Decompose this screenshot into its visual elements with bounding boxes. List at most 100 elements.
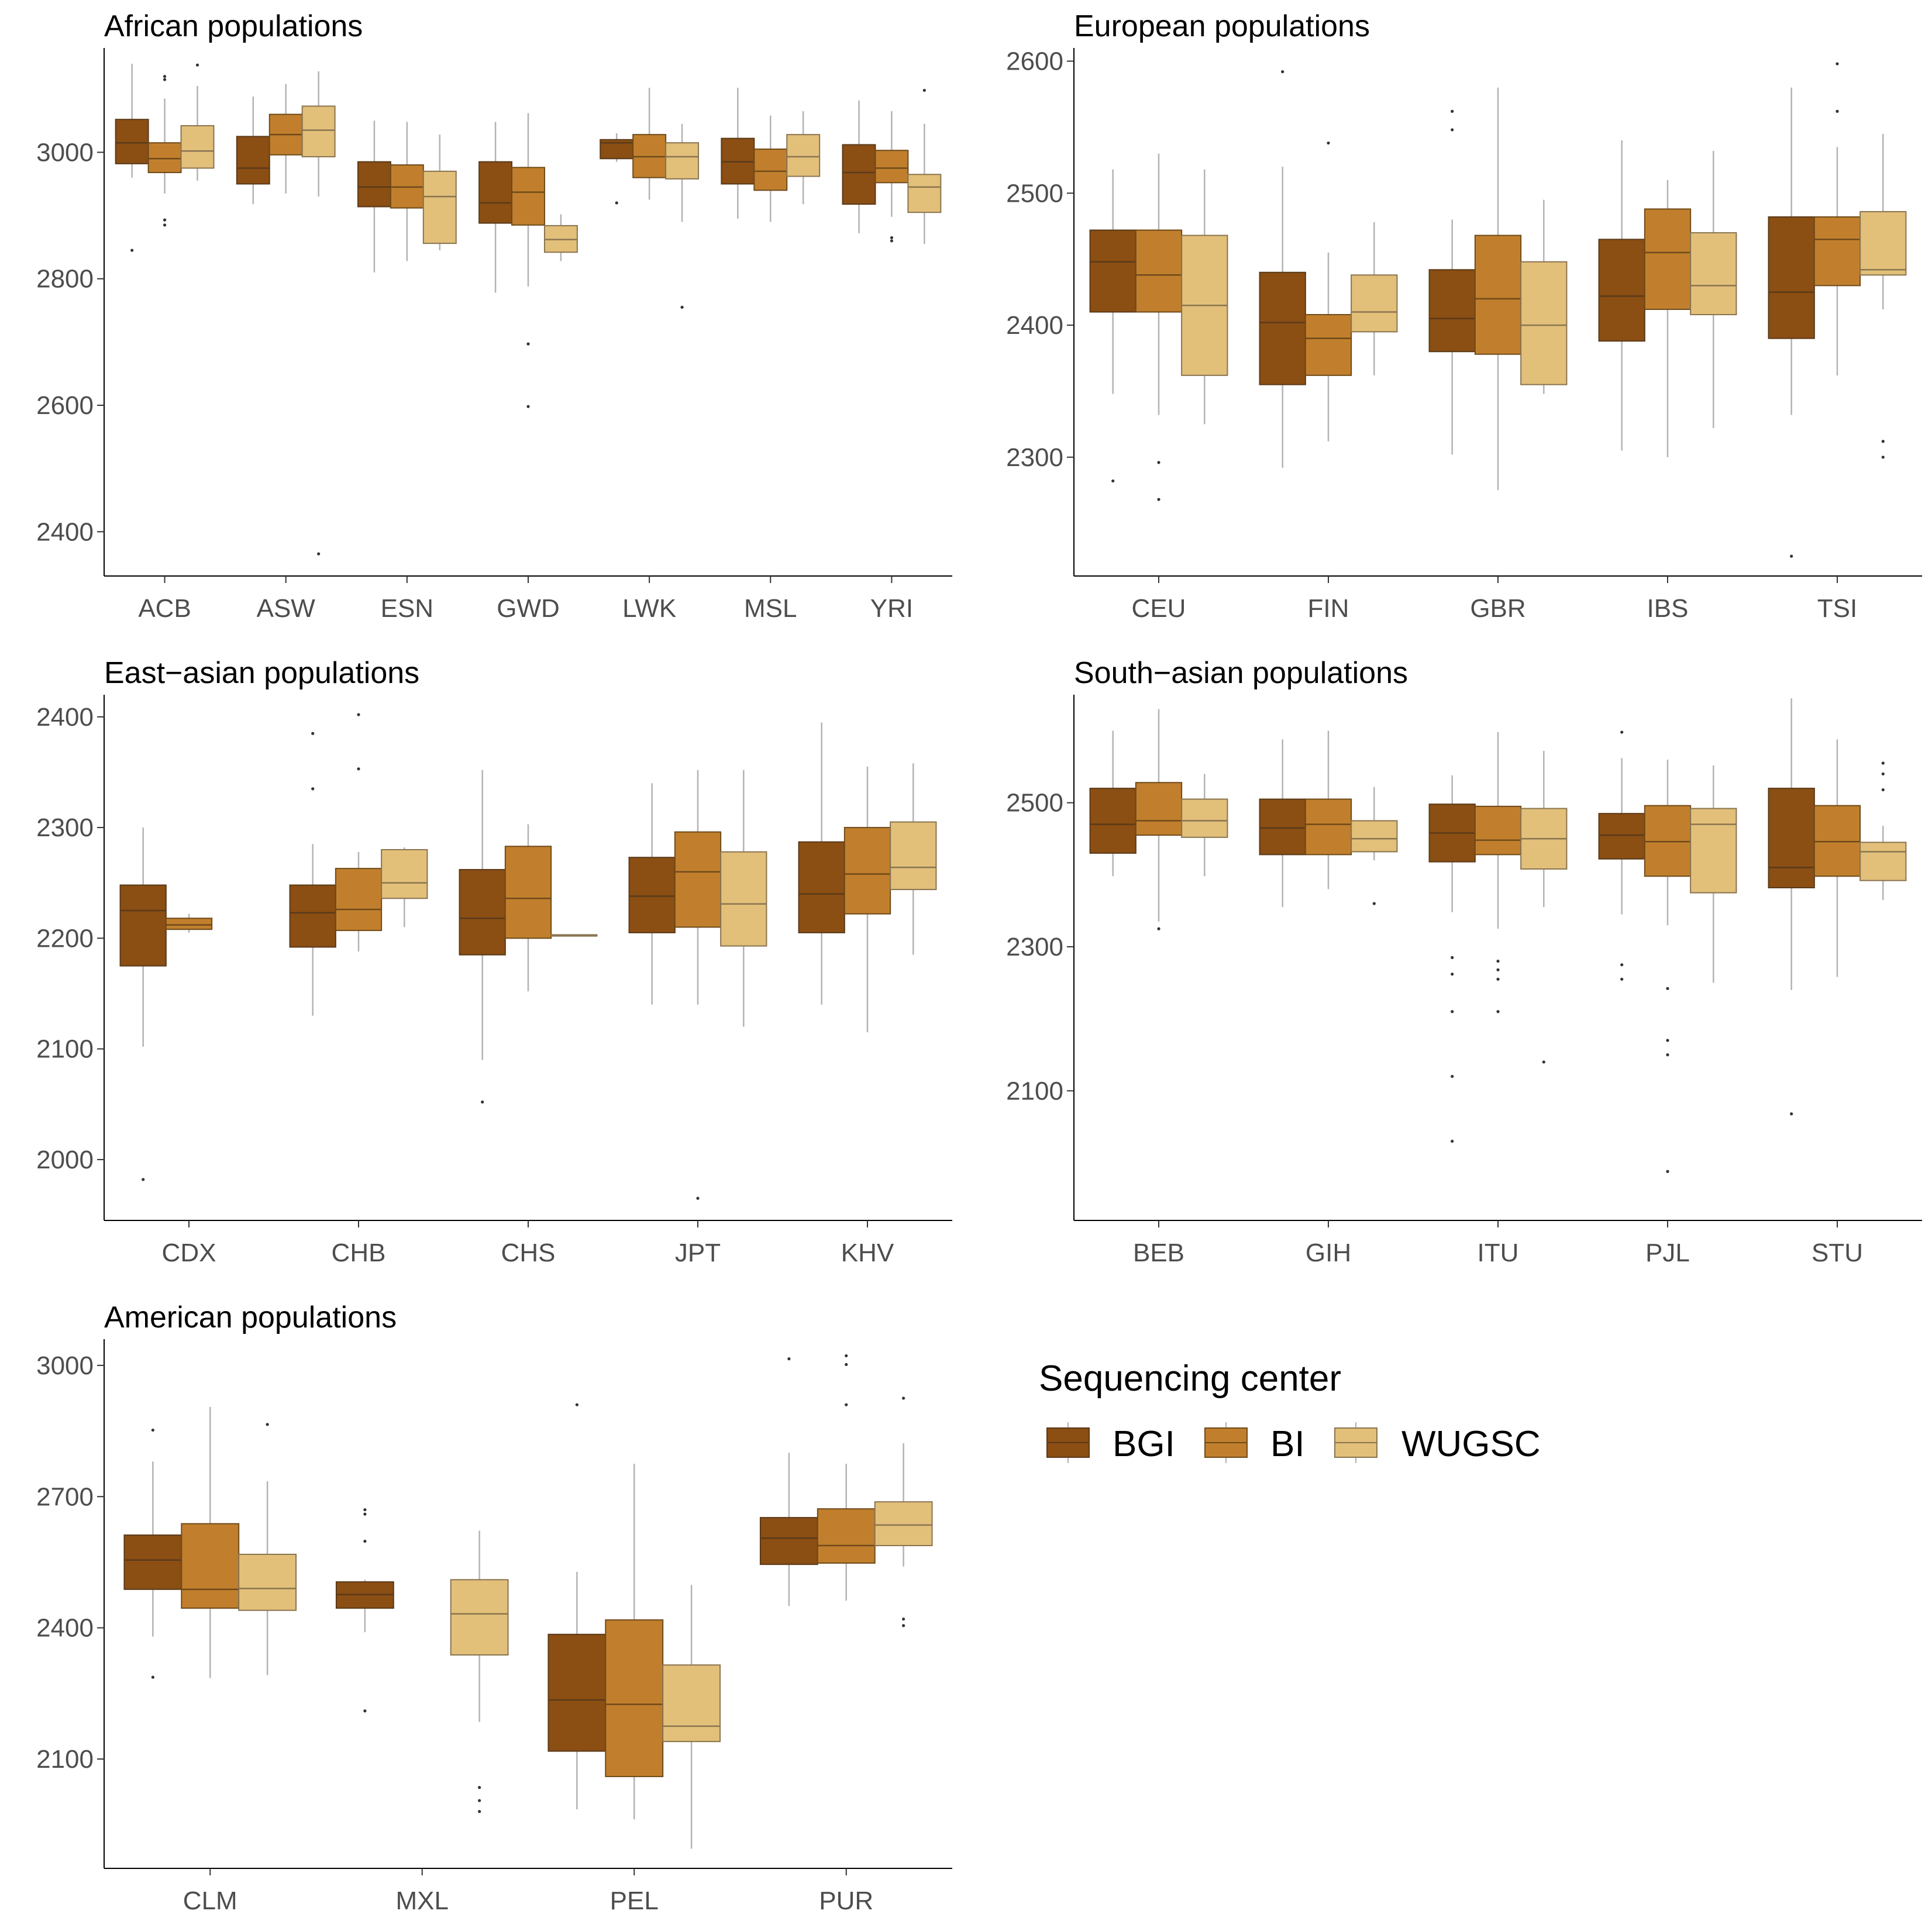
- panel-african: African populations 2400 2600 2800 3000 ACB A…: [36, 9, 952, 623]
- iqr-beb-bi: [1135, 782, 1183, 836]
- iqr-pjl-wugsc: [1690, 808, 1737, 894]
- box-tsi-wugsc: [1859, 133, 1907, 459]
- iqr-beb-bgi: [1089, 788, 1137, 854]
- iqr-gbr-bgi: [1428, 269, 1476, 353]
- outlier-fin-bi: [1327, 141, 1330, 145]
- box-ibs-bi: [1644, 180, 1692, 457]
- box-khv-bi: [843, 767, 891, 1033]
- iqr-tsi-wugsc: [1859, 211, 1907, 276]
- legend-label-bgi: BGI: [1113, 1424, 1175, 1464]
- iqr-stu-bgi: [1768, 788, 1815, 889]
- iqr-tsi-bgi: [1768, 216, 1815, 339]
- x-tick-label-stu: STU: [1812, 1239, 1863, 1267]
- box-asw-wugsc: [301, 71, 336, 556]
- outlier-yri-bi: [890, 236, 894, 240]
- outlier-clm-wugsc: [266, 1423, 269, 1426]
- x-tick-label-itu: ITU: [1478, 1239, 1519, 1267]
- iqr-fin-wugsc: [1351, 274, 1398, 333]
- box-mxl-wugsc: [450, 1530, 509, 1813]
- box-acb-bgi: [115, 64, 149, 252]
- iqr-fin-bgi: [1259, 271, 1306, 385]
- legend-item-bgi: BGI: [1046, 1422, 1175, 1464]
- outlier-gbr-bgi: [1451, 109, 1454, 113]
- box-itu-bgi: [1428, 775, 1476, 1143]
- iqr-chs-bi: [504, 846, 552, 939]
- iqr-tsi-bi: [1813, 216, 1861, 287]
- y-tick-label: 2500: [1006, 179, 1063, 208]
- panel-east-asian: East−asian populations 20002100220023002…: [36, 656, 952, 1267]
- outlier-chb-bgi: [311, 732, 315, 735]
- box-pjl-bgi: [1598, 730, 1645, 981]
- box-yri-wugsc: [907, 88, 942, 244]
- box-gih-bgi: [1259, 739, 1306, 908]
- outlier-gwd-bi: [526, 342, 530, 346]
- outlier-ceu-bgi: [1111, 479, 1115, 483]
- plot-american: 2100 2400 2700 3000 CLM MXL PEL PUR: [36, 1339, 952, 1915]
- box-itu-bi: [1474, 732, 1522, 1013]
- outlier-mxl-wugsc: [478, 1786, 481, 1789]
- y-tick-label: 2300: [36, 813, 94, 842]
- box-gwd-bi: [511, 113, 545, 408]
- box-gwd-bgi: [478, 122, 513, 293]
- iqr-asw-bgi: [236, 136, 270, 185]
- box-gbr-bgi: [1428, 109, 1476, 455]
- iqr-acb-bi: [147, 142, 182, 174]
- x-tick-label-chb: CHB: [332, 1239, 386, 1267]
- iqr-yri-bgi: [842, 144, 876, 205]
- outlier-mxl-wugsc: [478, 1810, 481, 1813]
- plot-east-asian: 2000 2100 2200 2300 2400 CDX CHB CHS JPT KHV: [36, 695, 952, 1267]
- legend-label-bi: BI: [1270, 1424, 1305, 1464]
- legend-item-wugsc: WUGSC: [1334, 1422, 1541, 1464]
- outlier-mxl-bgi: [363, 1508, 367, 1512]
- iqr-ibs-bi: [1644, 208, 1692, 310]
- outlier-pjl-bgi: [1620, 730, 1624, 734]
- outlier-itu-bgi: [1451, 956, 1454, 960]
- outlier-mxl-wugsc: [478, 1799, 481, 1802]
- outlier-stu-bgi: [1790, 1112, 1793, 1116]
- box-acb-wugsc: [180, 63, 215, 181]
- outlier-stu-wugsc: [1881, 788, 1885, 792]
- iqr-chs-bgi: [459, 869, 506, 956]
- iqr-ceu-bi: [1135, 229, 1183, 313]
- box-khv-wugsc: [890, 763, 937, 955]
- outlier-itu-bi: [1496, 968, 1500, 972]
- box-esn-wugsc: [422, 134, 457, 251]
- box-lwk-bgi: [600, 133, 634, 205]
- outlier-ceu-bi: [1157, 498, 1160, 501]
- outlier-asw-wugsc: [317, 552, 321, 556]
- outlier-pur-bi: [845, 1403, 848, 1406]
- outlier-acb-bgi: [130, 249, 134, 252]
- outlier-itu-bgi: [1451, 972, 1454, 976]
- y-tick-label: 2000: [36, 1146, 94, 1174]
- plot-african: 2400 2600 2800 3000 ACB ASW ESN GWD LWK MSL YRI: [36, 48, 952, 623]
- outlier-clm-bgi: [151, 1428, 154, 1432]
- box-yri-bi: [874, 111, 909, 243]
- iqr-chb-wugsc: [381, 849, 428, 899]
- outlier-itu-bi: [1496, 960, 1500, 963]
- x-tick-label-jpt: JPT: [675, 1239, 721, 1267]
- outlier-fin-bgi: [1281, 70, 1284, 74]
- box-msl-bgi: [721, 88, 755, 219]
- x-tick-label-ceu: CEU: [1132, 594, 1186, 623]
- iqr-ceu-bgi: [1089, 229, 1137, 313]
- box-pjl-wugsc: [1690, 765, 1737, 983]
- legend-label-wugsc: WUGSC: [1401, 1424, 1541, 1464]
- y-tick-label: 2300: [1006, 933, 1063, 961]
- iqr-jpt-bgi: [628, 857, 676, 933]
- outlier-acb-bi: [163, 223, 167, 227]
- iqr-esn-bgi: [357, 161, 391, 208]
- box-lwk-bi: [632, 88, 667, 200]
- x-tick-label-lwk: LWK: [622, 594, 676, 623]
- x-tick-label-pjl: PJL: [1645, 1239, 1690, 1267]
- x-tick-label-fin: FIN: [1308, 594, 1349, 623]
- outlier-lwk-wugsc: [680, 305, 684, 309]
- iqr-yri-bi: [874, 150, 909, 184]
- iqr-clm-bi: [181, 1523, 240, 1609]
- outlier-jpt-bi: [696, 1196, 700, 1200]
- x-tick-label-pur: PUR: [819, 1886, 873, 1915]
- box-cdx-bi: [165, 913, 213, 933]
- outlier-cdx-bgi: [142, 1178, 145, 1181]
- box-fin-wugsc: [1351, 222, 1398, 375]
- iqr-esn-wugsc: [422, 170, 457, 244]
- iqr-gih-wugsc: [1351, 820, 1398, 853]
